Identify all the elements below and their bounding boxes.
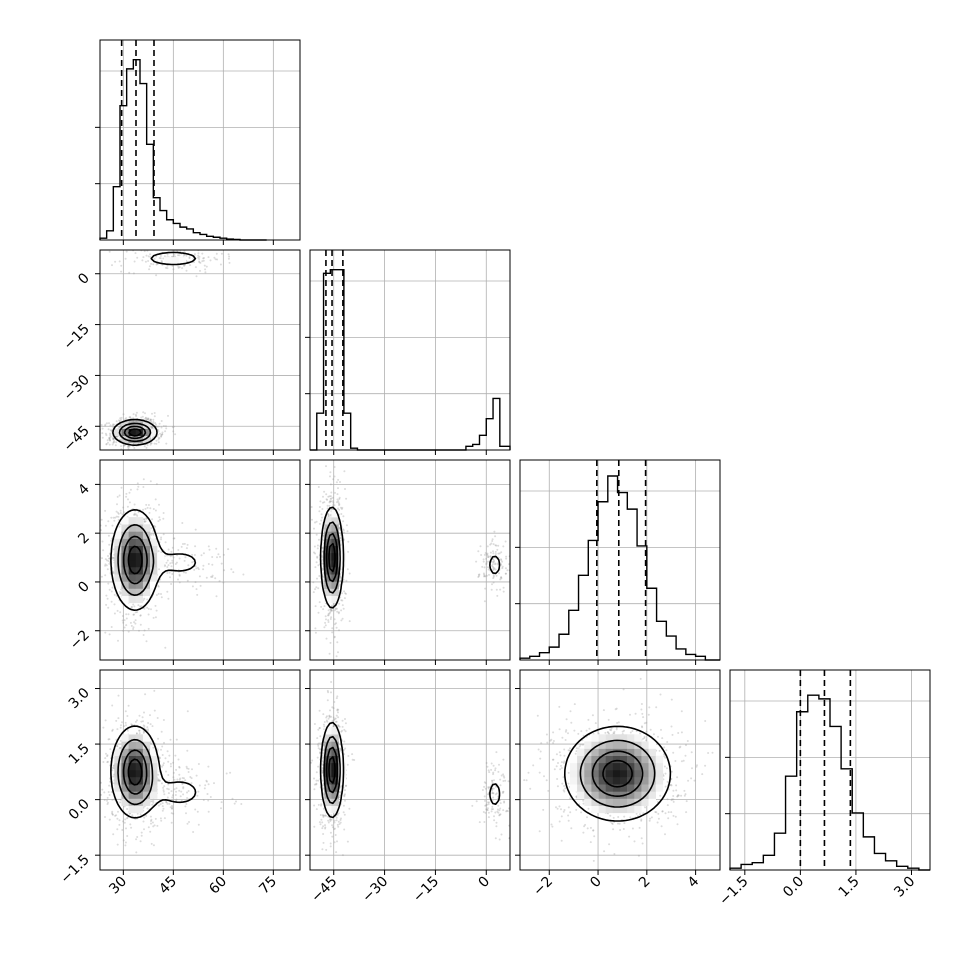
contour-lines [112,251,197,446]
pair-panel-1-0 [95,249,301,455]
x-tick-label: −15 [410,874,442,906]
y-tick-label: −1.5 [57,852,92,887]
y-tick-label: 4 [75,481,93,499]
pair-frame [309,459,511,661]
grid [310,670,510,870]
hist-panel-1 [305,249,511,455]
pair-panel-3-1 [305,669,511,875]
pair-content [100,460,300,660]
grid [520,460,720,660]
density-cells [114,517,165,604]
x-tick-label: −2 [530,874,556,900]
contour-lines [110,725,197,819]
hist-frame [519,459,721,661]
pair-content [100,250,300,450]
y-tick-label: 1.5 [66,741,93,768]
x-tick-label: 4 [685,873,703,891]
y-tick-label: −15 [61,321,93,353]
x-tick-label: 0 [587,874,605,892]
pair-content [100,670,300,870]
grid [100,460,300,660]
x-tick-label: 0 [476,874,494,892]
x-tick-label: 30 [106,874,130,898]
histogram-line [99,58,267,241]
grid [100,250,300,450]
y-tick-label: 3.0 [66,685,93,712]
x-tick-label: 60 [206,874,230,898]
y-tick-label: 0.0 [66,796,93,823]
y-tick-label: 2 [75,530,93,548]
histogram-line [729,694,930,871]
y-tick-label: −45 [61,423,93,455]
y-tick-label: −30 [61,372,93,404]
pair-frame [99,249,301,451]
pair-panel-2-1 [305,459,511,665]
x-tick-label: 45 [156,874,180,898]
pair-content [520,670,720,870]
hist-panel-2 [515,459,721,665]
contour-lines [564,725,672,822]
hist-frame [99,39,301,241]
x-tick-label: −1.5 [716,874,751,909]
grid [100,40,300,240]
pair-panel-2-0 [95,459,301,665]
grid [310,250,510,450]
contour-lines [319,506,501,609]
hist-frame [309,249,511,451]
contour-lines [110,509,197,611]
histogram-line [519,475,720,661]
x-tick-label: 3.0 [891,874,918,901]
pair-frame [519,669,721,871]
hist-panel-3 [725,669,931,875]
x-tick-label: 2 [636,874,654,892]
grid [310,460,510,660]
panels: 30 45 60 75 −45 −30 −15 0 −2 0 2 4 −1.5 0.0 1.5 3.0 0 −15… [57,39,931,909]
pair-frame [99,459,301,661]
x-tick-label: 75 [256,874,280,898]
hist-frame [729,669,931,871]
pair-panel-3-2 [515,669,721,875]
pair-frame [99,669,301,871]
x-tick-label: 1.5 [836,874,863,901]
pair-content [310,460,510,660]
y-tick-label: 0 [75,270,93,288]
x-tick-label: −45 [308,874,340,906]
hist-panel-0 [95,39,301,245]
density-cells [114,257,186,444]
pair-frame [309,669,511,871]
histogram-line [310,268,511,451]
y-tick-label: 0 [75,579,93,597]
contour-lines [319,721,501,819]
x-tick-label: 0.0 [780,874,807,901]
x-tick-label: −30 [359,874,391,906]
pair-content [310,670,510,870]
y-tick-label: −2 [67,627,93,653]
pair-panel-3-0 [95,669,301,875]
